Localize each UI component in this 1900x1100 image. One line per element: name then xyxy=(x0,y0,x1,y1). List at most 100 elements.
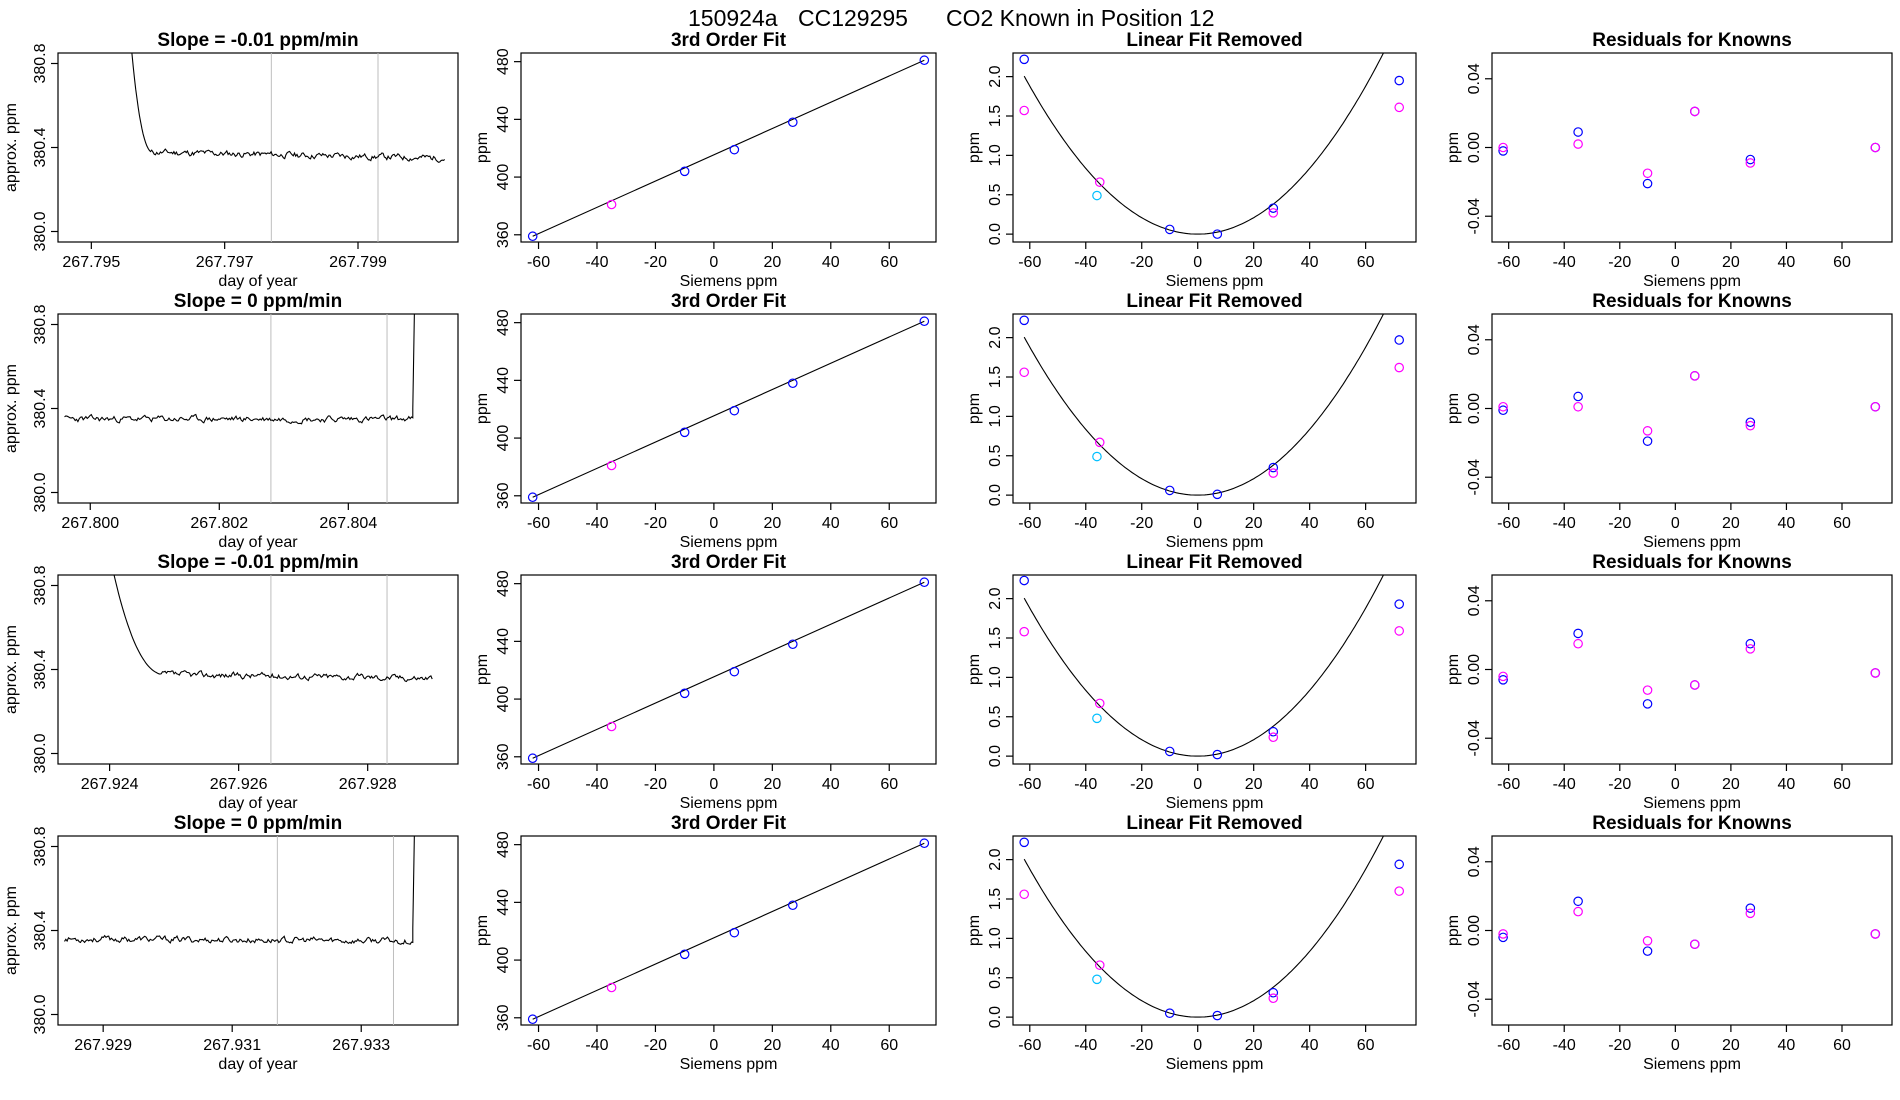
panel-r1-c1: 3rd Order Fit -60 -40 -20 0 20 40 60 360 400 440 48… xyxy=(474,291,937,551)
x-axis-label: day of year xyxy=(218,534,298,551)
x-axis-label: day of year xyxy=(218,273,298,290)
x-tick-label: -60 xyxy=(527,776,550,793)
x-tick-label: 267.802 xyxy=(190,515,248,532)
x-tick-label: -20 xyxy=(644,515,667,532)
y-tick-label: 480 xyxy=(495,48,512,75)
x-axis-label: Siemens ppm xyxy=(680,795,778,812)
y-tick-label: 380.0 xyxy=(32,472,49,512)
x-tick-label: -20 xyxy=(644,776,667,793)
x-tick-label: -20 xyxy=(1130,515,1153,532)
data-point xyxy=(1573,906,1583,917)
x-tick-label: 40 xyxy=(822,776,840,793)
data-point xyxy=(1573,401,1583,412)
x-tick-label: 0 xyxy=(1193,776,1202,793)
data-point xyxy=(1498,675,1508,685)
x-tick-label: 0 xyxy=(1193,515,1202,532)
y-axis-label: ppm xyxy=(474,654,491,685)
x-tick-label: -60 xyxy=(1018,515,1041,532)
x-tick-label: 40 xyxy=(822,1037,840,1054)
panel-r3-c0: Slope = 0 ppm/min 267.929 267.931 267.933 38… xyxy=(3,813,459,1073)
data-point xyxy=(679,166,690,177)
plot-area xyxy=(113,575,433,764)
x-tick-label: -20 xyxy=(1608,776,1631,793)
fit-line xyxy=(532,842,925,1020)
x-tick-label: 40 xyxy=(822,515,840,532)
panel-title: 3rd Order Fit xyxy=(671,813,787,834)
x-tick-label: 0 xyxy=(1671,776,1680,793)
figure-title-tank: CC129295 xyxy=(798,5,908,31)
data-point xyxy=(1019,837,1029,848)
data-point xyxy=(919,316,930,327)
plot-area xyxy=(1498,896,1881,956)
y-axis-label: approx. ppm xyxy=(3,886,20,975)
y-axis-label: ppm xyxy=(966,915,983,946)
x-tick-label: -40 xyxy=(1553,254,1576,271)
x-tick-label: -40 xyxy=(1074,254,1097,271)
x-tick-label: 20 xyxy=(763,515,781,532)
x-axis-label: Siemens ppm xyxy=(1166,534,1264,551)
data-point xyxy=(787,117,798,128)
data-point xyxy=(1689,680,1700,690)
data-point xyxy=(1394,362,1405,373)
y-tick-label: 0.0 xyxy=(987,745,1004,767)
y-tick-label: 1.5 xyxy=(987,888,1004,910)
figure-title-date: 150924a xyxy=(688,5,778,31)
x-axis-label: Siemens ppm xyxy=(1643,795,1741,812)
data-point xyxy=(1019,105,1029,116)
x-tick-label: 40 xyxy=(1301,515,1319,532)
data-point xyxy=(1870,929,1881,939)
data-point xyxy=(1498,671,1508,682)
data-point xyxy=(1745,903,1756,913)
x-tick-label: 0 xyxy=(1671,254,1680,271)
plot-frame xyxy=(1012,52,1417,243)
y-tick-label: 2.0 xyxy=(987,587,1004,609)
y-tick-label: 1.0 xyxy=(987,144,1004,166)
data-point xyxy=(1268,203,1279,213)
x-tick-label: 0 xyxy=(709,254,718,271)
data-point xyxy=(1164,1008,1175,1018)
plot-area xyxy=(131,53,446,242)
x-axis-label: Siemens ppm xyxy=(1166,273,1264,290)
ppm-trace-line xyxy=(64,836,415,945)
x-tick-label: 40 xyxy=(1778,515,1796,532)
x-tick-label: 60 xyxy=(880,515,898,532)
x-tick-label: 60 xyxy=(1833,776,1851,793)
y-tick-label: 0.0 xyxy=(987,1006,1004,1028)
x-tick-label: -60 xyxy=(527,254,550,271)
data-point xyxy=(1212,489,1223,500)
x-tick-label: 267.800 xyxy=(61,515,119,532)
plot-area xyxy=(64,836,415,1025)
x-axis-label: Siemens ppm xyxy=(680,534,778,551)
plot-area xyxy=(527,838,930,1025)
x-tick-label: 20 xyxy=(1245,254,1263,271)
x-tick-label: 267.933 xyxy=(332,1037,390,1054)
data-point xyxy=(729,405,740,416)
y-tick-label: 0.00 xyxy=(1466,393,1483,424)
x-tick-label: 20 xyxy=(1245,1037,1263,1054)
x-axis-label: Siemens ppm xyxy=(680,1056,778,1073)
y-tick-label: 440 xyxy=(495,367,512,394)
data-point xyxy=(787,378,798,389)
x-tick-label: -40 xyxy=(1553,776,1576,793)
y-tick-label: 380.4 xyxy=(32,649,49,689)
data-point xyxy=(1573,391,1583,402)
plot-frame xyxy=(57,313,459,504)
x-tick-label: 0 xyxy=(1193,254,1202,271)
data-point xyxy=(729,144,740,155)
x-axis-label: day of year xyxy=(218,1056,298,1073)
y-tick-label: 440 xyxy=(495,106,512,133)
panel-r0-c1: 3rd Order Fit -60 -40 -20 0 20 40 60 360 400 440 48… xyxy=(474,30,937,290)
data-point xyxy=(1642,936,1653,946)
data-point xyxy=(1268,993,1279,1004)
y-tick-label: 360 xyxy=(495,482,512,509)
ppm-trace-line xyxy=(131,53,446,163)
data-point xyxy=(1642,685,1653,695)
y-tick-label: 1.5 xyxy=(987,366,1004,388)
data-point xyxy=(1092,451,1102,462)
y-axis-label: ppm xyxy=(1445,393,1462,424)
y-tick-label: 400 xyxy=(495,164,512,191)
panel-grid: Slope = -0.01 ppm/min 267.795 267.797 267.7… xyxy=(3,30,1893,1073)
panel-title: Linear Fit Removed xyxy=(1126,30,1302,51)
x-tick-label: 267.795 xyxy=(62,254,120,271)
data-point xyxy=(1092,190,1102,201)
